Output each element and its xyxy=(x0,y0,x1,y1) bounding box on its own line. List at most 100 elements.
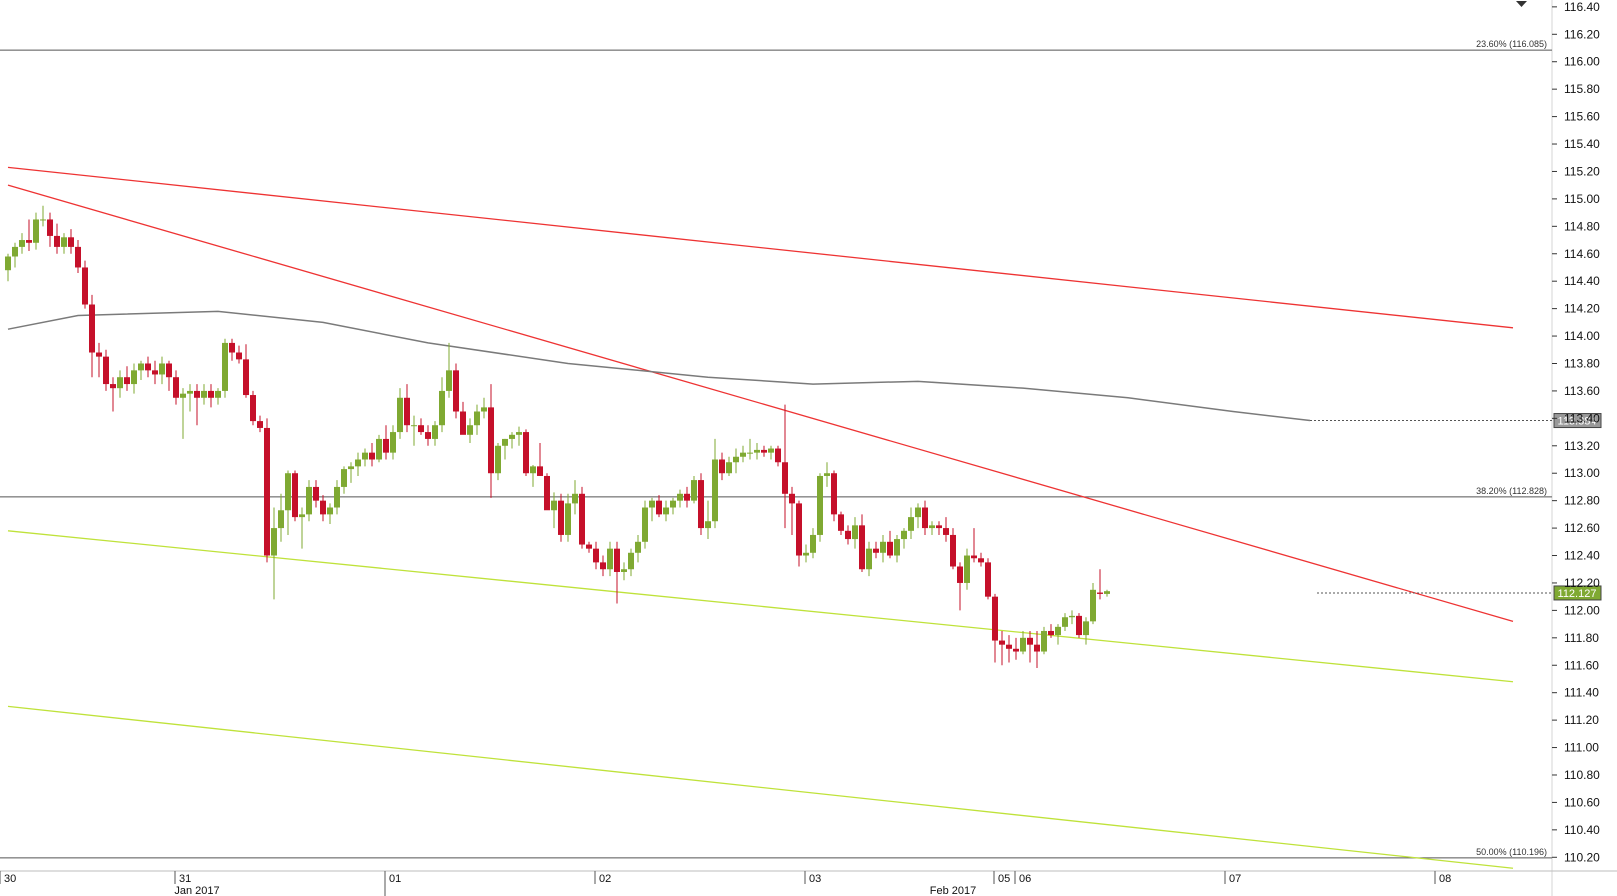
y-tick-label: 114.60 xyxy=(1564,247,1600,261)
candle-body xyxy=(1055,626,1061,636)
y-tick-label: 110.40 xyxy=(1564,823,1600,837)
y-tick-label: 111.80 xyxy=(1564,631,1599,645)
candle-body xyxy=(383,438,389,453)
candle-body xyxy=(222,342,228,391)
trendlines xyxy=(7,166,1514,869)
candle-body xyxy=(481,407,487,412)
y-tick-label: 112.00 xyxy=(1564,603,1600,617)
candle-body xyxy=(285,473,291,511)
candle-body xyxy=(964,555,970,583)
candle-body xyxy=(824,473,830,476)
candle-body xyxy=(124,377,130,385)
price-tag-box xyxy=(1553,413,1602,429)
fib-level-label: 50.00% (110.196) xyxy=(1476,847,1547,857)
candle-body xyxy=(530,466,536,474)
candle-body xyxy=(40,219,46,221)
y-tick-label: 113.60 xyxy=(1564,384,1600,398)
candle-body xyxy=(789,493,795,504)
candle-body xyxy=(264,427,270,556)
candle-body xyxy=(1090,589,1096,622)
y-axis: 116.40 116.20 116.00 115.80 115.60 115.40 115.… xyxy=(1552,0,1600,864)
candle-body xyxy=(775,448,781,463)
candle-body xyxy=(1013,648,1019,652)
y-tick-label: 114.20 xyxy=(1564,302,1600,316)
candle-body xyxy=(796,503,802,556)
candle-body xyxy=(432,425,438,439)
candle-body xyxy=(663,507,669,515)
candle-body xyxy=(173,377,179,398)
chart-menu-arrow-icon[interactable] xyxy=(1516,1,1527,7)
candle-body xyxy=(873,548,879,553)
candle-body xyxy=(180,393,186,398)
candle-body xyxy=(1020,637,1026,652)
moving-average xyxy=(7,310,1311,422)
candle-body xyxy=(1062,617,1068,627)
candle-body xyxy=(5,256,11,271)
candle-body xyxy=(327,507,333,515)
candle-body xyxy=(621,569,627,572)
candle-body xyxy=(782,462,788,494)
y-tick-label: 115.20 xyxy=(1564,164,1600,178)
candle-body xyxy=(397,397,403,433)
candle-body xyxy=(439,390,445,426)
candle-body xyxy=(201,390,207,398)
candle-body xyxy=(1083,621,1089,636)
candle-body xyxy=(495,445,501,474)
price-tag-box xyxy=(1553,585,1602,601)
y-tick-label: 112.20 xyxy=(1564,576,1600,590)
candle-body xyxy=(712,459,718,522)
y-tick-label: 115.00 xyxy=(1564,192,1600,206)
y-tick-label: 111.40 xyxy=(1564,686,1599,700)
candle-body xyxy=(740,452,746,457)
candle-body xyxy=(229,342,235,353)
candle-body xyxy=(236,352,242,360)
candle-body xyxy=(649,500,655,508)
trendline xyxy=(7,705,1514,869)
candle-body xyxy=(726,462,732,474)
candle-body xyxy=(299,514,305,518)
candle-body xyxy=(866,548,872,570)
candle-body xyxy=(992,596,998,641)
candle-body xyxy=(334,486,340,508)
x-tick-label: 03 xyxy=(809,873,821,885)
candle-body xyxy=(768,448,774,453)
candle-body xyxy=(754,449,760,453)
candle-body xyxy=(936,525,942,529)
candle-body xyxy=(670,500,676,508)
trendline xyxy=(7,530,1514,683)
candle-body xyxy=(446,370,452,391)
y-tick-label: 110.60 xyxy=(1564,795,1600,809)
candle-body xyxy=(614,548,620,572)
y-tick-label: 115.60 xyxy=(1564,110,1600,124)
candle-body xyxy=(642,507,648,542)
candle-body xyxy=(250,395,256,422)
candle-body xyxy=(103,356,109,385)
candle-body xyxy=(761,449,767,453)
candle-body xyxy=(404,397,410,426)
candle-body xyxy=(719,459,725,474)
candle-body xyxy=(705,521,711,529)
y-tick-label: 116.20 xyxy=(1564,27,1600,41)
candle-body xyxy=(908,517,914,531)
y-tick-label: 113.00 xyxy=(1564,466,1600,480)
candle-body xyxy=(54,235,60,247)
y-tick-label: 112.40 xyxy=(1564,549,1600,563)
candle-body xyxy=(278,510,284,529)
x-month-label: Feb 2017 xyxy=(930,885,976,896)
candle-body xyxy=(110,384,116,389)
x-tick-label: 08 xyxy=(1439,873,1451,885)
candle-body xyxy=(922,507,928,529)
candle-body xyxy=(12,246,18,257)
candle-body xyxy=(320,500,326,515)
price-tag-label: 112.127 xyxy=(1558,588,1597,600)
candle-body xyxy=(579,493,585,545)
candle-body xyxy=(313,486,319,501)
candle-body xyxy=(1104,591,1110,594)
candle-body xyxy=(75,246,81,268)
candle-body xyxy=(565,503,571,535)
candle-body xyxy=(887,541,893,556)
trendline xyxy=(7,184,1514,622)
candle-body xyxy=(348,466,354,470)
